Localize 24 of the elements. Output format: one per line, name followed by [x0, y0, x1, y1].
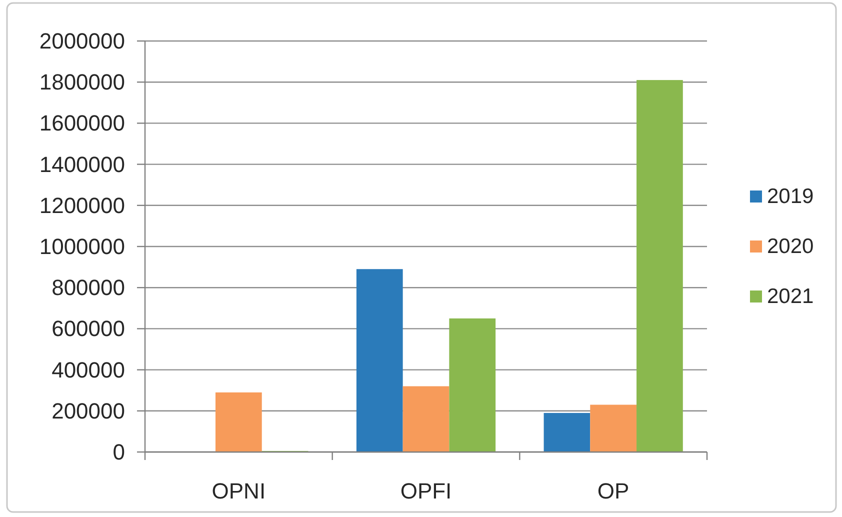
bar	[544, 412, 590, 452]
y-tick-label: 2000000	[39, 28, 125, 54]
y-tick-label: 1600000	[39, 110, 125, 136]
y-tick-label: 600000	[52, 316, 125, 342]
legend-label: 2021	[767, 285, 814, 308]
y-tick-label: 1200000	[39, 192, 125, 218]
bar	[590, 404, 637, 452]
y-tick-label: 800000	[52, 275, 125, 300]
x-tick-label: OPFI	[400, 478, 452, 504]
y-tick-label: 400000	[52, 357, 125, 382]
bar	[356, 269, 403, 452]
y-tick-label: 1800000	[39, 70, 125, 95]
y-tick-label: 1000000	[39, 234, 125, 259]
legend-label: 2019	[767, 185, 814, 208]
x-tick-label: OP	[597, 478, 630, 504]
bar	[215, 392, 262, 452]
bar	[636, 80, 683, 452]
legend-label: 2020	[767, 235, 814, 258]
y-tick-label: 0	[112, 440, 125, 464]
bar	[402, 386, 450, 452]
y-tick-label: 1400000	[39, 152, 125, 177]
bar	[449, 318, 496, 452]
x-tick-label: OPNI	[212, 478, 266, 504]
y-tick-label: 200000	[52, 398, 125, 424]
